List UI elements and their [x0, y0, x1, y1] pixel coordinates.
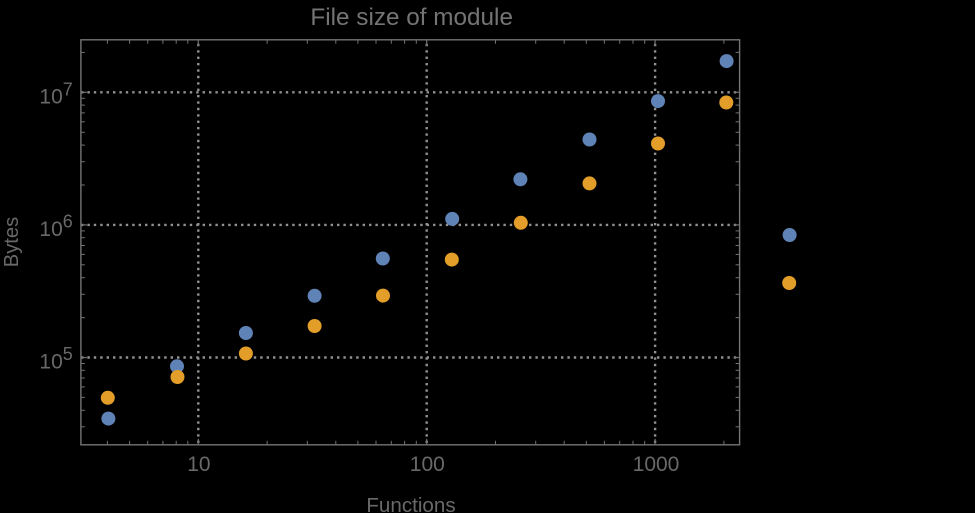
svg-text:10: 10 [187, 453, 210, 476]
svg-text:File size of module: File size of module [310, 4, 513, 31]
svg-text:Bytes: Bytes [1, 217, 23, 268]
svg-text:1000: 1000 [633, 453, 680, 476]
svg-text:100: 100 [410, 453, 445, 476]
svg-text:Functions: Functions [366, 494, 455, 513]
